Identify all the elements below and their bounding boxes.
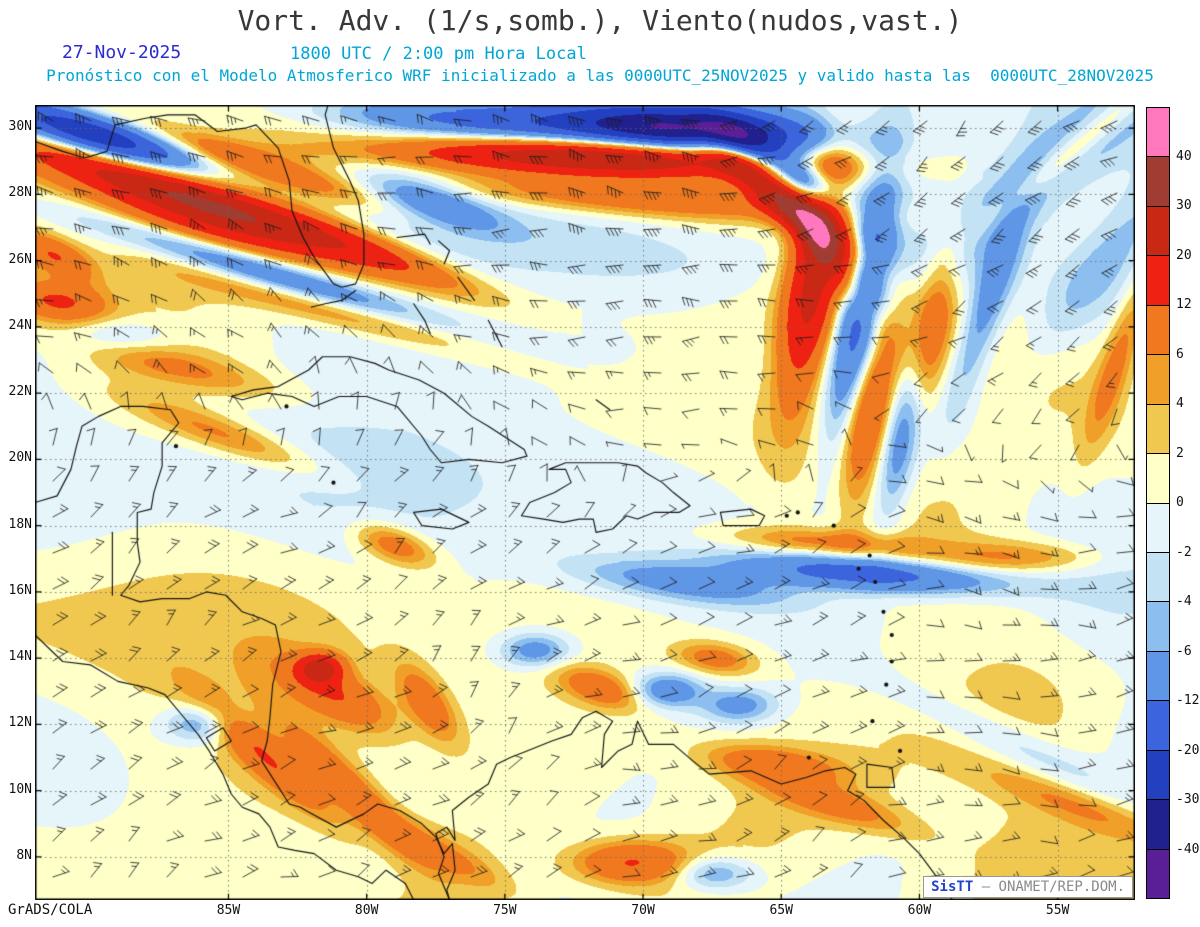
map-canvas <box>35 105 1135 900</box>
brand-onamet: – ONAMET/REP.DOM. <box>981 879 1125 895</box>
lon-tick-label: 60W <box>907 903 932 918</box>
page-title: Vort. Adv. (1/s,somb.), Viento(nudos,vas… <box>237 4 963 37</box>
forecast-valid-time: 1800 UTC / 2:00 pm Hora Local <box>290 44 587 64</box>
colorbar-segment <box>1147 750 1169 801</box>
colorbar-tick-label: 6 <box>1176 346 1184 362</box>
map-area <box>35 105 1135 900</box>
colorbar-tick-label: 12 <box>1176 297 1192 312</box>
lat-tick-label: 16N <box>8 582 32 598</box>
colorbar-tick-label: 4 <box>1176 396 1184 411</box>
colorbar-tick-label: -20 <box>1176 742 1200 758</box>
colorbar-tick-label: 20 <box>1176 247 1192 263</box>
lat-tick-label: 8N <box>16 847 32 863</box>
forecast-date: 27-Nov-2025 <box>62 42 182 63</box>
colorbar-segment <box>1147 355 1169 405</box>
colorbar-tick-label: -4 <box>1176 594 1192 609</box>
lat-tick-label: 30N <box>8 119 32 135</box>
colorbar-tick-label: 30 <box>1176 198 1192 213</box>
colorbar-segment <box>1147 602 1169 652</box>
lat-tick-label: 22N <box>8 384 32 400</box>
colorbar-tick-label: -2 <box>1176 544 1192 560</box>
colorbar-segment <box>1147 404 1169 455</box>
colorbar-segment <box>1147 701 1169 751</box>
colorbar-segment <box>1147 157 1169 207</box>
lat-tick-label: 26N <box>8 251 32 267</box>
colorbar-tick-label: 40 <box>1176 148 1192 164</box>
colorbar-segment <box>1147 849 1169 898</box>
lon-tick-label: 70W <box>631 903 655 918</box>
lon-tick-label: 55W <box>1045 903 1070 918</box>
forecast-subtitle: Pronóstico con el Modelo Atmosferico WRF… <box>46 66 1154 85</box>
colorbar <box>1146 107 1170 899</box>
lat-tick-label: 28N <box>8 185 32 201</box>
colorbar-segment <box>1147 206 1169 257</box>
colorbar-tick-label: -40 <box>1176 841 1200 857</box>
lat-tick-label: 10N <box>8 781 32 797</box>
brand-sistt: SisTT <box>931 879 974 895</box>
colorbar-segment <box>1147 503 1169 553</box>
colorbar-segment <box>1147 651 1169 702</box>
lat-tick-label: 14N <box>8 649 32 665</box>
lat-tick-label: 24N <box>8 317 32 333</box>
lat-tick-label: 20N <box>8 450 32 466</box>
colorbar-segment <box>1147 800 1169 850</box>
brand-box: SisTT – ONAMET/REP.DOM. <box>923 876 1133 898</box>
colorbar-tick-label: -12 <box>1176 693 1200 708</box>
lon-tick-label: 65W <box>769 903 793 918</box>
lat-tick-label: 18N <box>8 516 32 532</box>
colorbar-segment <box>1147 552 1169 603</box>
colorbar-segment <box>1147 454 1169 504</box>
colorbar-tick-label: -30 <box>1176 792 1200 807</box>
lon-tick-label: 85W <box>216 903 241 918</box>
lat-tick-label: 12N <box>8 715 32 731</box>
colorbar-segment <box>1147 256 1169 306</box>
colorbar-segment <box>1147 108 1169 158</box>
lon-tick-label: 75W <box>493 903 517 918</box>
lon-tick-label: 80W <box>354 903 379 918</box>
colorbar-segment <box>1147 305 1169 356</box>
colorbar-tick-label: -6 <box>1176 643 1192 659</box>
colorbar-tick-label: 2 <box>1176 445 1184 461</box>
colorbar-tick-label: 0 <box>1176 495 1184 510</box>
grads-credit: GrADS/COLA <box>8 902 93 918</box>
